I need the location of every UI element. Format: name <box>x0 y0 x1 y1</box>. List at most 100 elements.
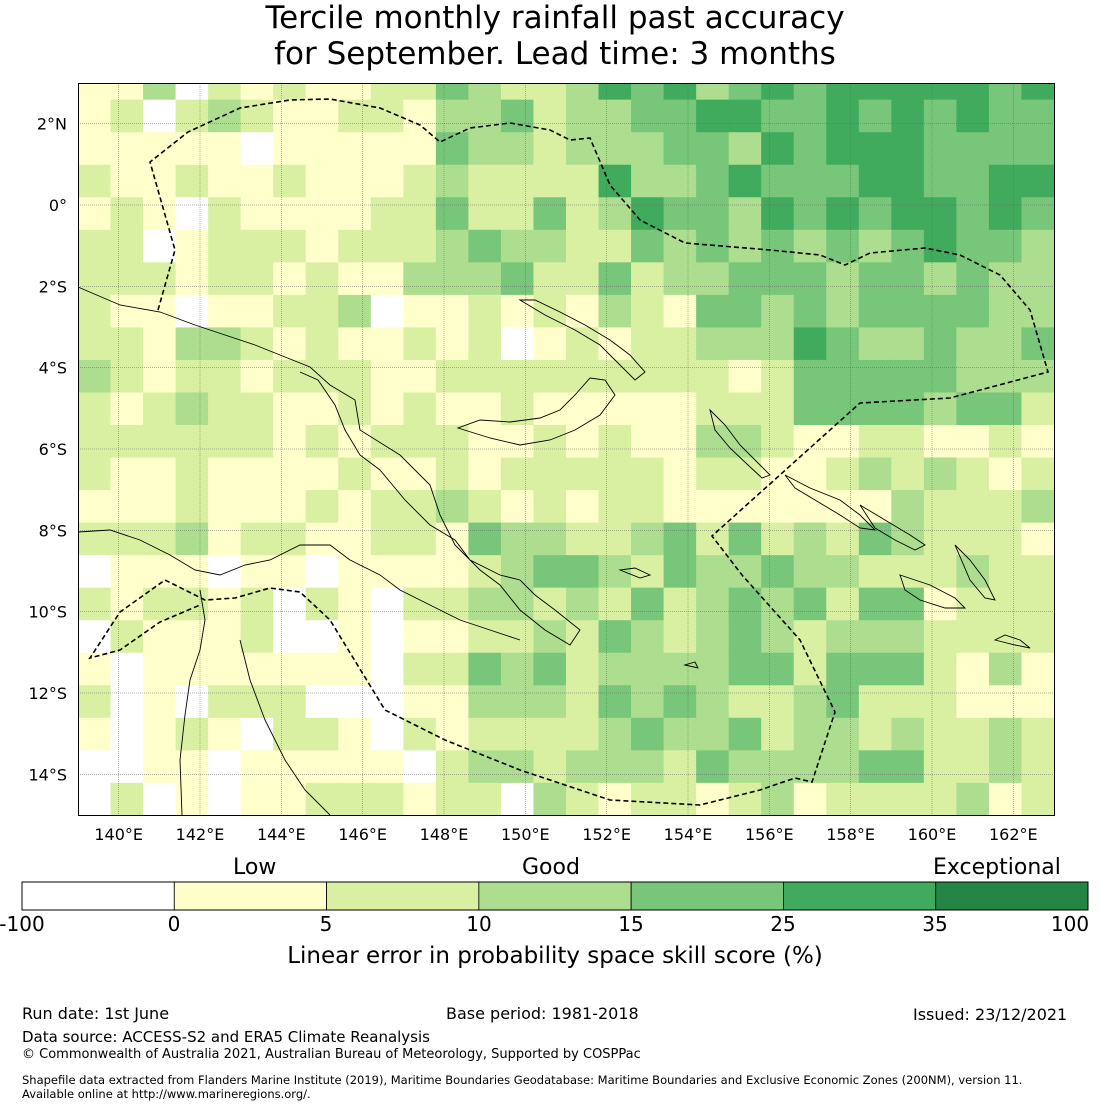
heatmap-cell <box>240 164 274 198</box>
heatmap-cell <box>923 457 957 491</box>
heatmap-cell <box>240 261 274 295</box>
heatmap-cell <box>78 261 111 295</box>
y-tick-label: 0° <box>49 196 67 215</box>
heatmap-cell <box>175 782 209 816</box>
heatmap-cell <box>175 229 209 263</box>
heatmap-cell <box>598 684 632 718</box>
heatmap-cell <box>663 424 697 458</box>
heatmap-cell <box>1021 229 1055 263</box>
heatmap-cell <box>793 229 827 263</box>
heatmap-cell <box>143 619 176 653</box>
heatmap-cell <box>988 229 1022 263</box>
heatmap-cell <box>435 164 469 198</box>
heatmap-cell <box>858 229 892 263</box>
heatmap-cell <box>761 83 795 100</box>
heatmap-cell <box>858 99 892 133</box>
heatmap-cell <box>956 684 990 718</box>
heatmap-cell <box>566 294 599 328</box>
heatmap-cell <box>728 717 762 751</box>
heatmap-cell <box>370 359 404 393</box>
heatmap-cell <box>728 99 762 133</box>
heatmap-cell <box>533 131 567 165</box>
heatmap-cell <box>110 131 144 165</box>
heatmap-cell <box>956 717 990 751</box>
heatmap-cell <box>338 196 372 230</box>
heatmap-cell <box>468 489 502 523</box>
heatmap-cell <box>858 327 892 360</box>
heatmap-cell <box>403 294 437 328</box>
heatmap-cell <box>175 554 209 588</box>
heatmap-cell <box>988 164 1022 198</box>
heatmap-cell <box>566 164 599 198</box>
heatmap-cell <box>858 294 892 328</box>
heatmap-cell <box>988 489 1022 523</box>
heatmap-cell <box>598 294 632 328</box>
heatmap-cell <box>143 131 176 165</box>
heatmap-cell <box>143 782 176 816</box>
heatmap-cell <box>110 261 144 295</box>
heatmap-cell <box>208 522 242 556</box>
heatmap-cell <box>663 359 697 393</box>
heatmap-cell <box>923 749 957 783</box>
heatmap-cell <box>273 327 307 360</box>
heatmap-cell <box>891 749 925 783</box>
heatmap-cell <box>1021 327 1055 360</box>
heatmap-cell <box>923 782 957 816</box>
heatmap-cell <box>305 392 339 425</box>
heatmap-cell <box>891 229 925 263</box>
chart-title-line-1: Tercile monthly rainfall past accuracy <box>265 0 845 36</box>
heatmap-cell <box>631 684 664 718</box>
heatmap-cell <box>143 229 176 263</box>
heatmap-cell <box>468 164 502 198</box>
heatmap-cell <box>273 587 307 621</box>
heatmap-cell <box>631 196 664 230</box>
heatmap-cell <box>988 131 1022 165</box>
heatmap-cell <box>566 359 599 393</box>
colorbar-tick: 10 <box>466 912 492 936</box>
heatmap-cell <box>761 457 795 491</box>
new-guinea-south-coast <box>77 529 521 641</box>
heatmap-cell <box>566 489 599 523</box>
heatmap-cell <box>78 294 111 328</box>
heatmap-cell <box>793 294 827 328</box>
heatmap-cell <box>370 83 404 100</box>
heatmap-cell <box>273 99 307 133</box>
heatmap-cell <box>566 749 599 783</box>
heatmap-cell <box>273 164 307 198</box>
heatmap-cell <box>208 196 242 230</box>
heatmap-cell <box>500 392 534 425</box>
heatmap-cell <box>533 83 567 100</box>
heatmap-cell <box>761 652 795 686</box>
heatmap-cell <box>435 261 469 295</box>
heatmap-cell <box>891 164 925 198</box>
heatmap-cell <box>403 424 437 458</box>
issued-date: Issued: 23/12/2021 <box>913 1005 1068 1024</box>
heatmap-cell <box>956 782 990 816</box>
new-ireland-coast <box>518 299 646 381</box>
heatmap-cell <box>240 229 274 263</box>
coastlines <box>77 286 1031 816</box>
colorbar-tick: 5 <box>319 912 333 936</box>
heatmap-cell <box>1021 587 1055 621</box>
heatmap-cell <box>956 327 990 360</box>
heatmap-cell <box>956 587 990 621</box>
heatmap-cell <box>175 294 209 328</box>
colorbar-tick: 15 <box>618 912 644 936</box>
heatmap-cell <box>663 327 697 360</box>
heatmap-cell <box>370 131 404 165</box>
heatmap-cell <box>143 489 176 523</box>
heatmap-cell <box>761 359 795 393</box>
heatmap-cell <box>403 522 437 556</box>
heatmap-cell <box>728 554 762 588</box>
heatmap-cell <box>826 457 860 491</box>
heatmap-cell <box>728 684 762 718</box>
heatmap-cell <box>370 587 404 621</box>
heatmap-cell <box>240 196 274 230</box>
heatmap-cell <box>305 749 339 783</box>
heatmap-cell <box>468 229 502 263</box>
heatmap-cell <box>891 522 925 556</box>
heatmap-cell <box>240 554 274 588</box>
heatmap-cell <box>468 782 502 816</box>
heatmap-cell <box>761 196 795 230</box>
heatmap-cell <box>175 327 209 360</box>
